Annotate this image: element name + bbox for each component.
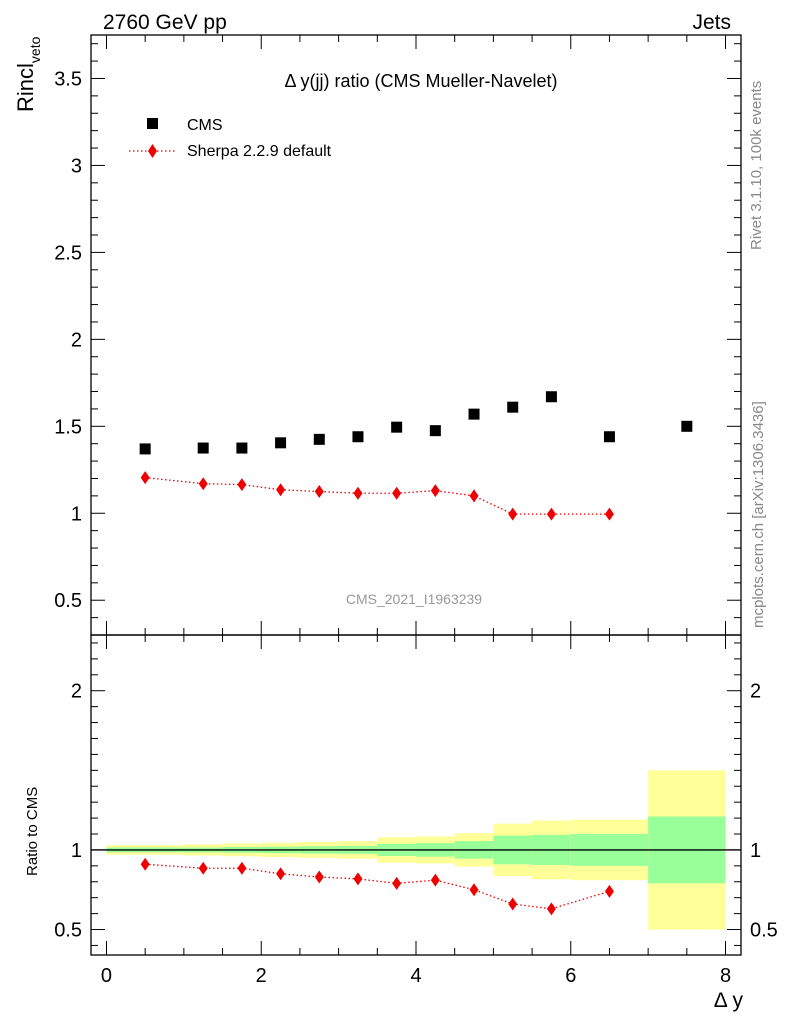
cms-data-point <box>507 401 519 413</box>
x-tick-label: 0 <box>101 965 112 987</box>
legend-cms-label: CMS <box>187 117 223 134</box>
sherpa-ratio-point <box>604 884 614 898</box>
ratio-panel-marks <box>140 857 614 916</box>
sherpa-point <box>237 478 247 492</box>
sherpa-ratio-point <box>392 876 402 890</box>
y-tick-label: 1 <box>71 503 82 525</box>
sherpa-ratio-point <box>430 873 440 887</box>
x-tick-label: 2 <box>256 965 267 987</box>
sherpa-point <box>508 507 518 521</box>
x-tick-label: 8 <box>720 965 731 987</box>
sherpa-ratio-point <box>353 872 363 886</box>
sherpa-ratio-point <box>508 897 518 911</box>
cms-data-point <box>139 443 151 455</box>
sherpa-ratio-line <box>145 863 610 910</box>
sherpa-line <box>145 476 610 515</box>
x-tick-label: 6 <box>565 965 576 987</box>
sherpa-point <box>604 507 614 521</box>
legend-cms-marker <box>147 118 158 129</box>
ratio-y-tick-label-right: 1 <box>750 840 761 862</box>
x-axis-label: Δ y <box>714 989 744 1012</box>
cms-data-point <box>681 420 693 432</box>
y-tick-label: 1.5 <box>54 416 82 438</box>
analysis-watermark: CMS_2021_I1963239 <box>346 591 482 607</box>
sherpa-point <box>546 507 556 521</box>
sherpa-point <box>353 486 363 500</box>
sherpa-point <box>430 484 440 498</box>
mcplots-label: mcplots.cern.ch [arXiv:1306.3436] <box>750 401 767 628</box>
ratio-panel-frame <box>90 634 742 956</box>
cms-data-point <box>352 431 364 443</box>
sherpa-ratio-point <box>276 867 286 881</box>
cms-data-point <box>313 433 325 445</box>
sherpa-point <box>392 486 402 500</box>
sherpa-ratio-point <box>469 883 479 897</box>
sherpa-point <box>276 483 286 497</box>
legend-sherpa-marker <box>148 144 157 158</box>
sherpa-ratio-point <box>546 902 556 916</box>
cms-data-point <box>603 431 615 443</box>
sherpa-ratio-point <box>140 857 150 871</box>
ratio-y-tick-label: 2 <box>71 681 82 703</box>
cms-data-point <box>275 437 287 449</box>
top-panel-marks <box>139 391 693 521</box>
cms-data-point <box>197 442 209 454</box>
chart-marks: 0 2 4 6 8 0.5 1 1.5 2 2.5 3 3.5 0.5 0.5 1 1 2 2 <box>54 35 778 987</box>
sherpa-ratio-point <box>198 861 208 875</box>
legend: CMS Sherpa 2.2.9 default <box>129 117 332 160</box>
y-tick-label: 2.5 <box>54 242 82 264</box>
chart-title: Δ y(jj) ratio (CMS Mueller-Navelet) <box>284 71 557 91</box>
sherpa-ratio-point <box>314 870 324 884</box>
energy-label: 2760 GeV pp <box>103 11 227 34</box>
sherpa-ratio-point <box>237 861 247 875</box>
ratio-y-axis-label: Ratio to CMS <box>24 787 41 876</box>
cms-data-point <box>236 442 248 454</box>
sherpa-point <box>140 471 150 485</box>
process-label: Jets <box>692 11 731 34</box>
sherpa-point <box>314 485 324 499</box>
ratio-y-tick-label: 1 <box>71 840 82 862</box>
ratio-y-tick-label-right: 0.5 <box>750 920 778 942</box>
sherpa-point <box>198 477 208 491</box>
x-tick-label: 4 <box>410 965 421 987</box>
cms-data-point <box>468 408 480 420</box>
ratio-y-tick-label-right: 2 <box>750 681 761 703</box>
y-tick-label: 3 <box>71 155 82 177</box>
top-y-axis-label: Rinclveto <box>13 36 43 112</box>
cms-data-point <box>391 421 403 433</box>
rivet-label: Rivet 3.1.10, 100k events <box>748 81 765 250</box>
y-tick-label: 3.5 <box>54 68 82 90</box>
cms-data-point <box>545 391 557 403</box>
legend-sherpa-label: Sherpa 2.2.9 default <box>187 143 332 160</box>
cms-data-point <box>429 425 441 437</box>
y-tick-label: 0.5 <box>54 590 82 612</box>
y-tick-label: 2 <box>71 329 82 351</box>
sherpa-point <box>469 489 479 503</box>
ratio-y-tick-label: 0.5 <box>54 920 82 942</box>
